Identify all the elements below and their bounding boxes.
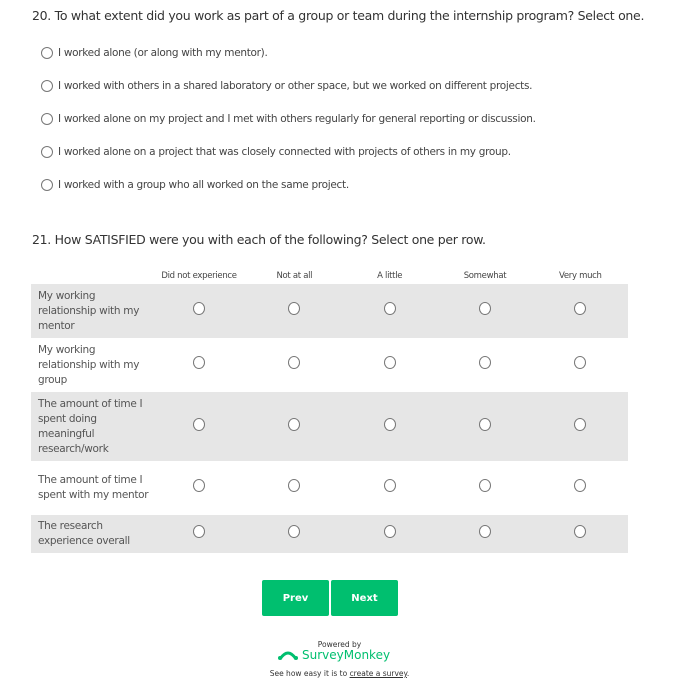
radio-button[interactable] — [288, 302, 301, 315]
option-label: I worked alone (or along with my mentor)… — [58, 47, 268, 59]
matrix-row: My working relationship with my mentor — [31, 284, 628, 338]
radio-button[interactable] — [288, 417, 301, 431]
matrix-cell[interactable] — [533, 461, 628, 515]
tagline-period: . — [406, 669, 410, 678]
radio-button[interactable] — [41, 47, 53, 59]
next-button[interactable]: Next — [331, 580, 398, 616]
row-label: My working relationship with my mentor — [31, 284, 151, 338]
row-label: The amount of time I spent with my mento… — [31, 461, 151, 515]
question-20-title: 20. To what extent did you work as part … — [32, 8, 645, 23]
matrix-cell[interactable] — [437, 515, 532, 553]
matrix-cell[interactable] — [247, 515, 342, 553]
radio-button[interactable] — [574, 417, 587, 431]
matrix-cell[interactable] — [533, 392, 628, 461]
matrix-cell[interactable] — [437, 284, 532, 338]
option-label: I worked with a group who all worked on … — [58, 179, 349, 191]
radio-button[interactable] — [478, 479, 491, 492]
matrix-cell[interactable] — [342, 338, 437, 392]
matrix-row: The amount of time I spent with my mento… — [31, 461, 628, 515]
column-header: Did not experience — [161, 271, 237, 281]
radio-button[interactable] — [41, 179, 53, 191]
row-label-text: My working relationship with my mentor — [38, 289, 140, 332]
q20-option[interactable]: I worked with a group who all worked on … — [41, 179, 349, 191]
radio-button[interactable] — [288, 479, 301, 492]
radio-button[interactable] — [193, 417, 206, 431]
question-21-title: 21. How SATISFIED were you with each of … — [32, 232, 486, 247]
matrix-cell[interactable] — [151, 284, 246, 338]
radio-button[interactable] — [193, 479, 206, 492]
matrix-corner — [31, 268, 151, 284]
radio-button[interactable] — [478, 417, 491, 431]
matrix-cell[interactable] — [151, 461, 246, 515]
row-label-text: The research experience overall — [38, 520, 130, 547]
radio-button[interactable] — [383, 525, 396, 538]
matrix-row: The research experience overall — [31, 515, 628, 553]
radio-button[interactable] — [478, 302, 491, 315]
column-header: Not at all — [276, 271, 313, 281]
radio-button[interactable] — [288, 525, 301, 538]
radio-button[interactable] — [478, 356, 491, 369]
row-label-text: My working relationship with my group — [38, 343, 140, 386]
matrix-cell[interactable] — [247, 461, 342, 515]
matrix-cell[interactable] — [342, 515, 437, 553]
q20-option[interactable]: I worked alone on a project that was clo… — [41, 146, 511, 158]
q20-option[interactable]: I worked alone on my project and I met w… — [41, 113, 536, 125]
radio-button[interactable] — [478, 525, 491, 538]
radio-button[interactable] — [574, 479, 587, 492]
radio-button[interactable] — [41, 80, 53, 92]
radio-button[interactable] — [574, 525, 587, 538]
matrix-cell[interactable] — [437, 392, 532, 461]
matrix-cell[interactable] — [247, 338, 342, 392]
create-survey-link[interactable]: create a survey — [349, 669, 407, 678]
matrix-row: The amount of time I spent doing meaning… — [31, 392, 628, 461]
column-header: Very much — [559, 271, 602, 281]
matrix-cell[interactable] — [247, 284, 342, 338]
row-label-text: The amount of time I spent with my mento… — [38, 474, 149, 501]
satisfaction-matrix: Did not experience Not at all A little Some… — [31, 268, 628, 553]
row-label-text: The amount of time I spent doing meaning… — [38, 397, 143, 455]
powered-by-label: Powered by — [317, 640, 362, 649]
row-label: The research experience overall — [31, 515, 151, 553]
radio-button[interactable] — [41, 146, 53, 158]
radio-button[interactable] — [574, 302, 587, 315]
option-label: I worked with others in a shared laborat… — [58, 80, 533, 92]
matrix-cell[interactable] — [533, 515, 628, 553]
matrix-row: My working relationship with my group — [31, 338, 628, 392]
row-label: The amount of time I spent doing meaning… — [31, 392, 151, 461]
radio-button[interactable] — [193, 356, 206, 369]
radio-button[interactable] — [288, 356, 301, 369]
radio-button[interactable] — [383, 479, 396, 492]
matrix-cell[interactable] — [151, 515, 246, 553]
tagline: See how easy it is to — [269, 669, 350, 678]
q20-option[interactable]: I worked with others in a shared laborat… — [41, 80, 533, 92]
matrix-cell[interactable] — [533, 284, 628, 338]
option-label: I worked alone on a project that was clo… — [58, 146, 511, 158]
matrix-cell[interactable] — [342, 392, 437, 461]
column-header: A little — [377, 271, 403, 281]
matrix-cell[interactable] — [342, 284, 437, 338]
matrix-cell[interactable] — [151, 338, 246, 392]
row-label: My working relationship with my group — [31, 338, 151, 392]
surveymonkey-icon — [278, 651, 298, 660]
matrix-cell[interactable] — [437, 461, 532, 515]
radio-button[interactable] — [383, 302, 396, 315]
radio-button[interactable] — [41, 113, 53, 125]
matrix-cell[interactable] — [437, 338, 532, 392]
radio-button[interactable] — [193, 525, 206, 538]
brand-name: SurveyMonkey — [302, 648, 391, 662]
radio-button[interactable] — [574, 356, 587, 369]
prev-button[interactable]: Prev — [262, 580, 329, 616]
column-header: Somewhat — [463, 271, 507, 281]
matrix-cell[interactable] — [342, 461, 437, 515]
surveymonkey-logo[interactable]: SurveyMonkey — [278, 648, 390, 662]
q20-option[interactable]: I worked alone (or along with my mentor)… — [41, 47, 268, 59]
radio-button[interactable] — [383, 417, 396, 431]
radio-button[interactable] — [193, 302, 206, 315]
option-label: I worked alone on my project and I met w… — [58, 113, 536, 125]
matrix-cell[interactable] — [533, 338, 628, 392]
radio-button[interactable] — [383, 356, 396, 369]
matrix-cell[interactable] — [247, 392, 342, 461]
matrix-cell[interactable] — [151, 392, 246, 461]
